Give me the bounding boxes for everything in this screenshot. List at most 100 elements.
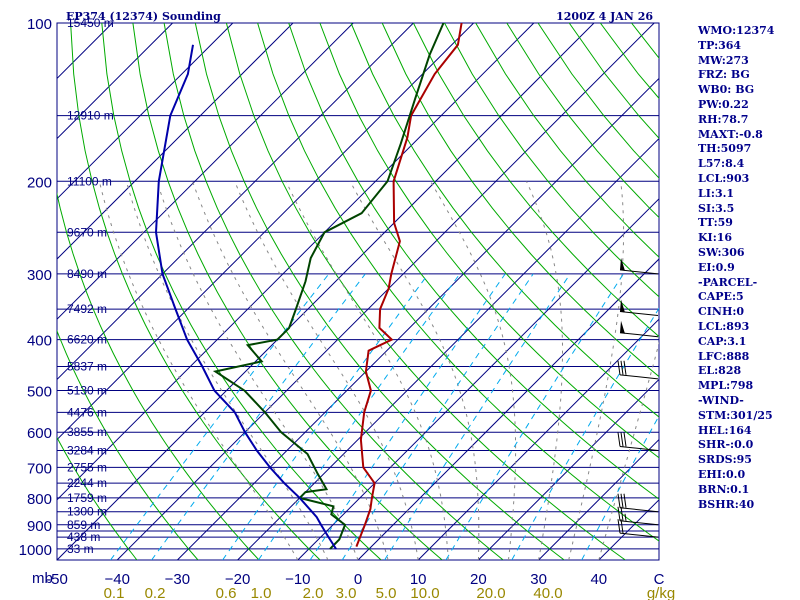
wind-barb-feather xyxy=(620,506,624,521)
dry-adiabat xyxy=(444,23,659,298)
dry-adiabat xyxy=(194,23,565,560)
mixing-ratio-line xyxy=(511,307,659,560)
height-label: 9670 m xyxy=(67,225,107,239)
mixing-ratio-label: g/kg xyxy=(647,585,675,600)
isotherm-line xyxy=(0,23,52,560)
index-item: CAPE:5 xyxy=(698,290,744,304)
moist-adiabat xyxy=(349,181,480,560)
dry-adiabat xyxy=(412,23,659,338)
isotherm-line xyxy=(357,258,659,560)
isotherm-line xyxy=(57,23,294,260)
isotherm-line xyxy=(116,23,655,560)
mixing-ratio-line xyxy=(222,273,429,560)
wind-barb-feather xyxy=(620,360,624,375)
wind-barb-staff xyxy=(619,311,659,317)
dry-adiabat xyxy=(475,23,659,258)
wind-barb-staff xyxy=(619,520,659,526)
wind-barb-half xyxy=(624,513,627,521)
index-item: CINH:0 xyxy=(698,305,745,319)
background-lines xyxy=(0,23,700,560)
mixing-ratio-label: 1.0 xyxy=(251,585,272,600)
height-label: 3855 m xyxy=(67,425,107,439)
index-item: EHI:0.0 xyxy=(698,467,746,481)
mixing-ratio-line xyxy=(384,273,571,560)
pressure-tick-label: 800 xyxy=(27,491,52,508)
pressure-tick-label: 700 xyxy=(27,460,52,477)
index-item: LI:3.1 xyxy=(698,186,735,200)
wind-barb xyxy=(617,519,659,538)
height-label: 3284 m xyxy=(67,443,107,457)
mixing-ratio-label: 0.1 xyxy=(104,585,125,600)
temperature-tick-label: −40 xyxy=(104,571,129,588)
height-label: 5837 m xyxy=(67,359,107,373)
dry-adiabat xyxy=(663,23,700,560)
temperature-tick-label: −10 xyxy=(285,571,310,588)
isotherm-line xyxy=(57,23,414,381)
index-item: LCL:903 xyxy=(698,171,750,185)
wind-barb xyxy=(619,257,659,275)
mixing-ratio-line xyxy=(309,273,506,560)
mixing-ratio-line xyxy=(110,273,330,560)
wind-barb xyxy=(619,299,659,317)
height-label: 1300 m xyxy=(67,505,107,519)
wind-barb-feather xyxy=(620,432,624,447)
wind-barb-flag xyxy=(620,257,625,271)
mixing-ratio-label: 0.2 xyxy=(145,585,166,600)
temperature-tick-label: 40 xyxy=(590,571,607,588)
pressure-tick-label: 200 xyxy=(27,174,52,191)
pressure-tick-label: 400 xyxy=(27,333,52,350)
wind-barb-staff xyxy=(619,507,659,513)
wind-barb-feather xyxy=(617,506,621,521)
height-label: 1759 m xyxy=(67,491,107,505)
isotherm-line xyxy=(658,559,659,560)
mixing-ratio-label: 40.0 xyxy=(533,585,562,600)
moist-adiabat xyxy=(598,341,659,560)
height-label: 438 m xyxy=(67,530,100,544)
dry-adiabat xyxy=(288,23,659,500)
moist-adiabat xyxy=(234,181,419,560)
index-item: BSHR:40 xyxy=(698,497,755,511)
index-item: KI:16 xyxy=(698,231,733,245)
wind-barb-staff xyxy=(619,332,659,338)
wind-barb-flag xyxy=(620,299,625,313)
indices-panel: WMO:12374 TP:364 MW:273 FRZ: BG WB0: BG PW:0.… xyxy=(698,24,798,512)
wind-barb-feather xyxy=(623,360,627,375)
height-label: 2244 m xyxy=(67,476,107,490)
index-item: -PARCEL- xyxy=(698,275,758,289)
mixing-ratio-label: 2.0 xyxy=(303,585,324,600)
height-label: 859 m xyxy=(67,518,100,532)
height-label: 7492 m xyxy=(67,302,107,316)
temperature-tick-label: 20 xyxy=(470,571,487,588)
isotherm-line xyxy=(57,23,354,320)
chart-title: EP374 (12374) Sounding xyxy=(66,10,221,23)
mixing-ratio-line xyxy=(257,273,461,560)
moist-adiabat xyxy=(192,181,389,560)
moist-adiabat xyxy=(285,181,449,560)
mixing-ratio-label: 0.6 xyxy=(216,585,237,600)
index-item: MPL:798 xyxy=(698,379,754,393)
dry-adiabat xyxy=(163,23,504,560)
index-item: BRN:0.1 xyxy=(698,482,750,496)
sounding-curves xyxy=(154,23,463,550)
index-item: TH:5097 xyxy=(698,142,752,156)
wind-barb-feather xyxy=(617,360,621,375)
dewpoint-line xyxy=(212,23,445,550)
index-item: SHR-:0.0 xyxy=(698,438,754,452)
wind-barb xyxy=(617,360,659,380)
dry-adiabat xyxy=(57,329,199,560)
height-label: 33 m xyxy=(67,542,94,556)
temperature-tick-label: −20 xyxy=(225,571,250,588)
dry-adiabat xyxy=(225,23,626,560)
isotherm-line xyxy=(417,318,659,560)
isotherm-line xyxy=(237,137,659,560)
wind-barb-staff xyxy=(619,269,659,275)
temperature-tick-label: −30 xyxy=(165,571,190,588)
moist-adiabat xyxy=(430,181,517,560)
temperature-tick-label: C xyxy=(654,571,665,588)
dry-adiabat xyxy=(319,23,659,459)
isotherm-line xyxy=(57,23,474,441)
isotherm-line xyxy=(57,23,234,200)
isotherm-line xyxy=(478,378,659,560)
